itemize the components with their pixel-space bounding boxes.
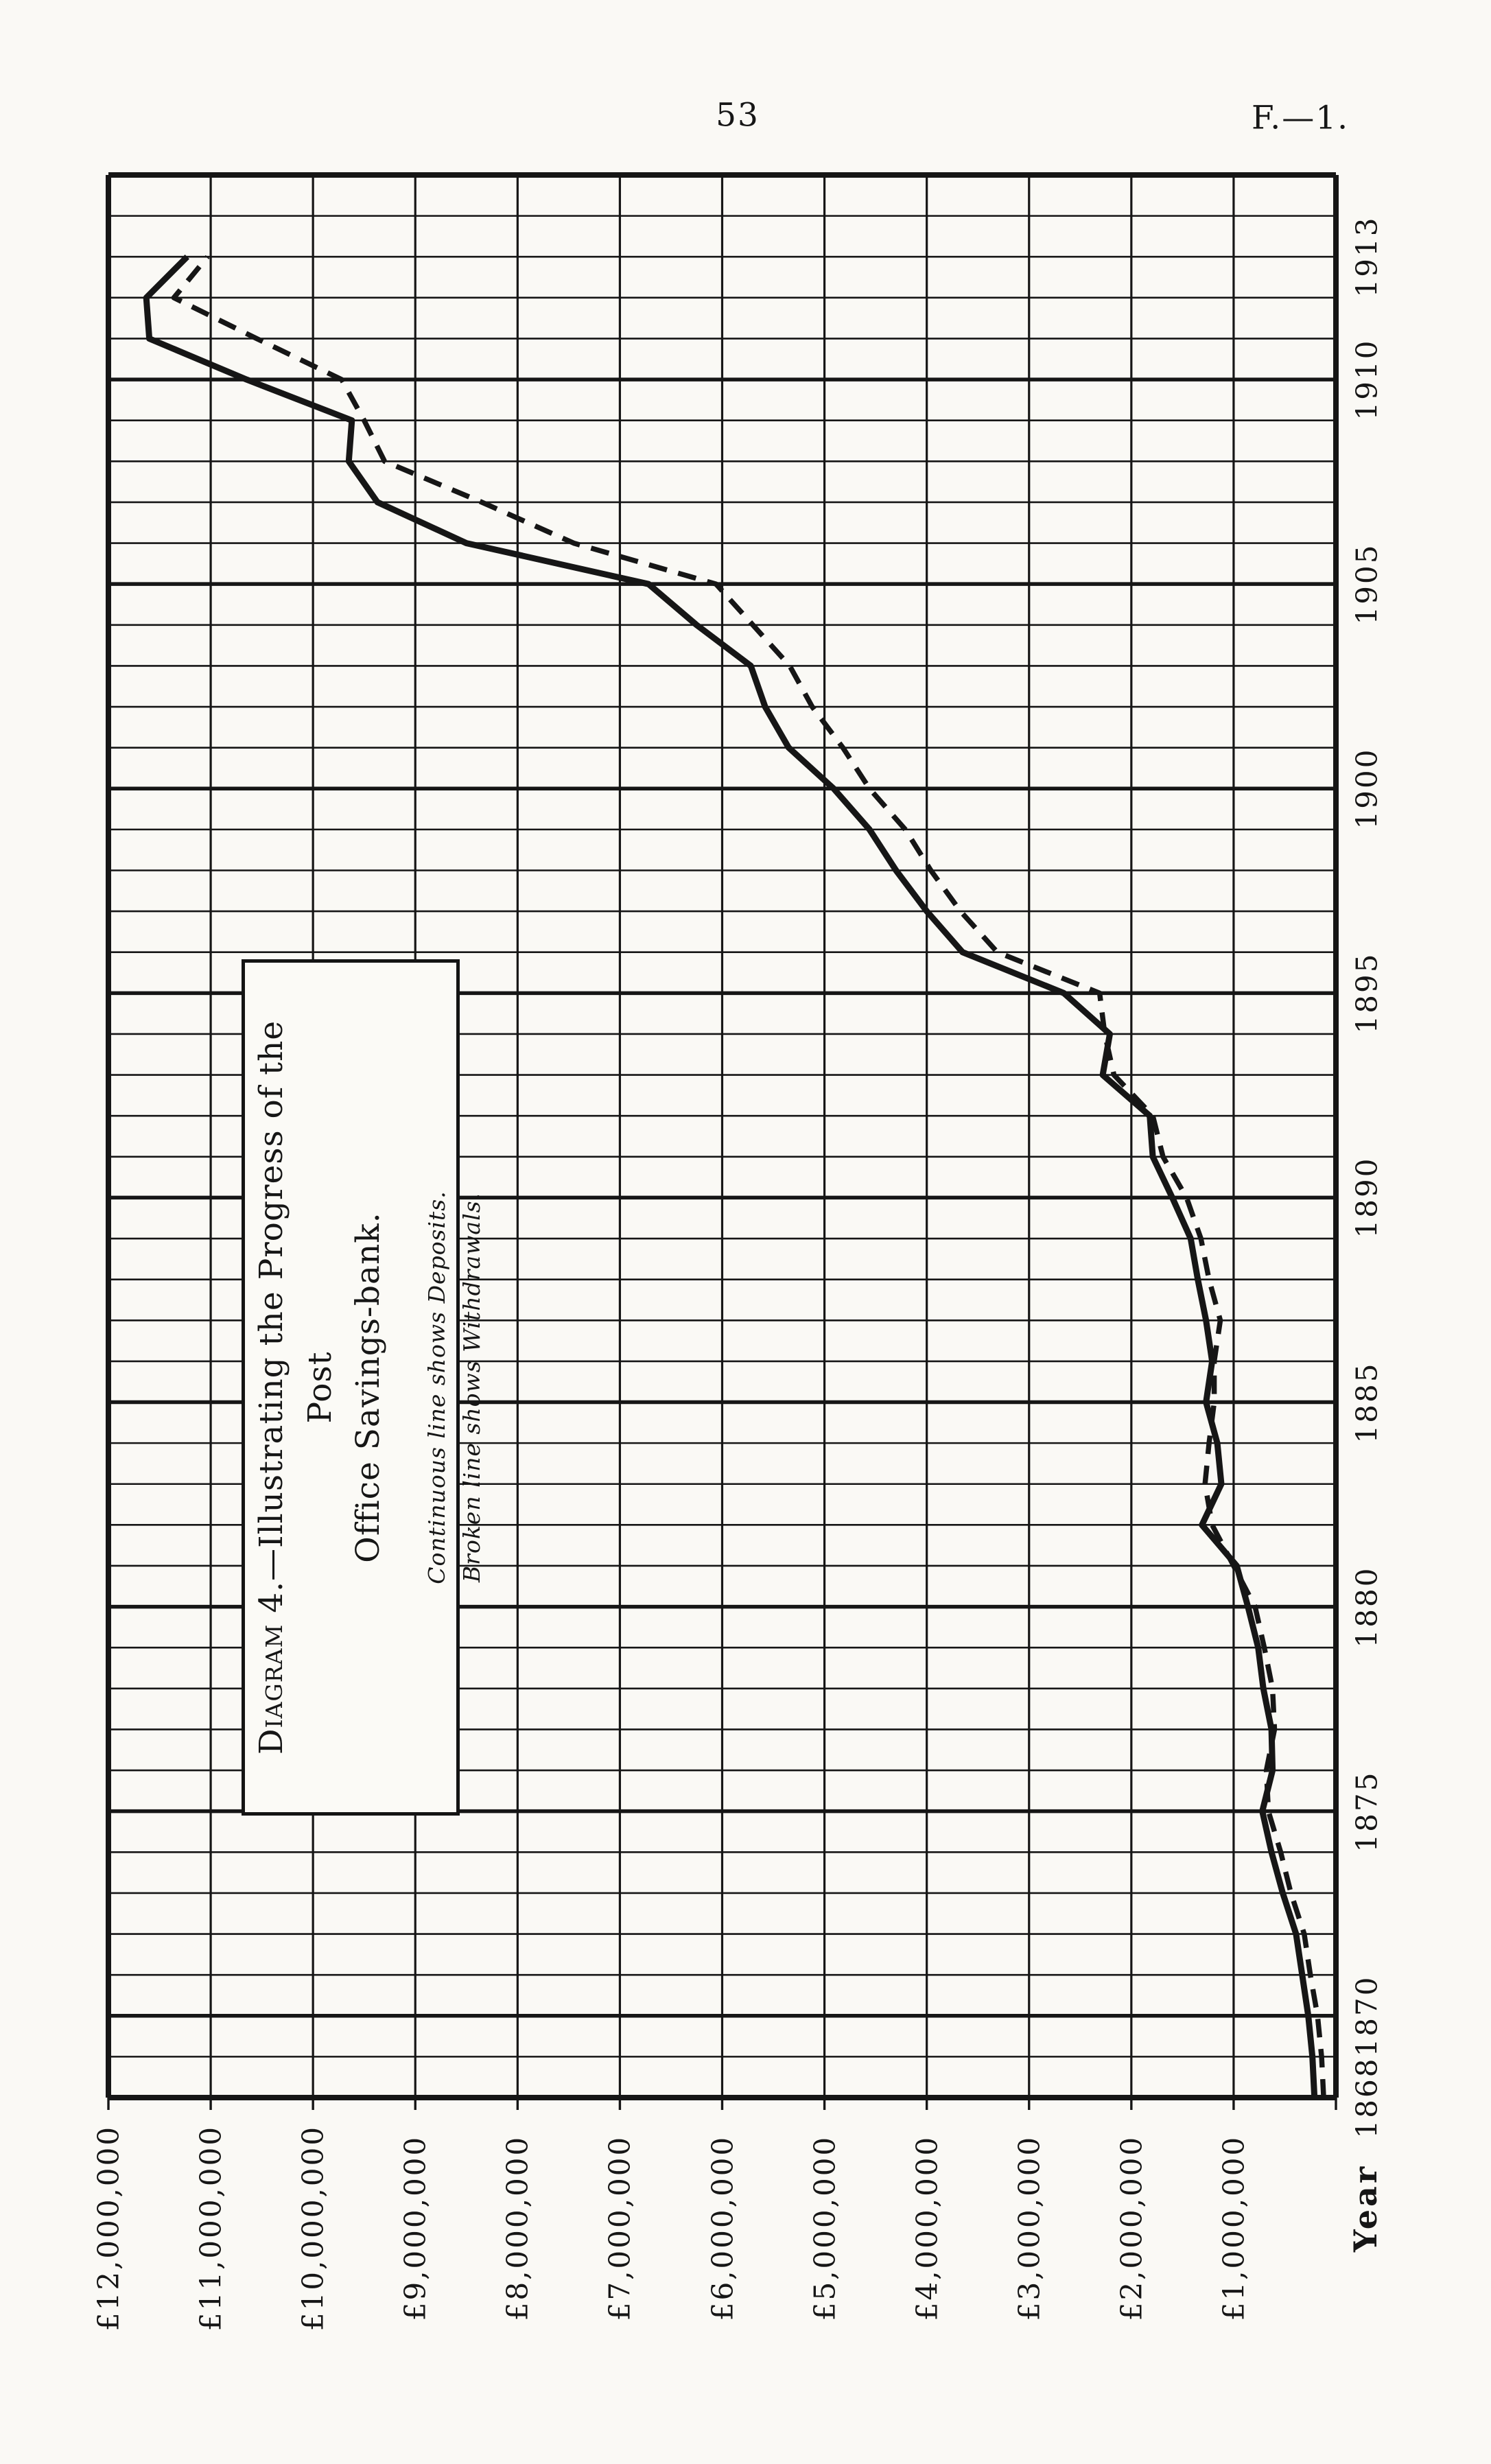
money-tick-label: £10,000,000 xyxy=(296,2124,330,2332)
money-tick-label: £5,000,000 xyxy=(808,2135,842,2321)
money-tick-label: £6,000,000 xyxy=(705,2135,739,2321)
chart-title-box: Diagram 4.—Illustrating the Progress of … xyxy=(242,959,485,1816)
legend-withdrawals-line: Broken line shows Withdrawals. xyxy=(458,1192,485,1583)
chart-title-line2: Office Savings-bank. xyxy=(349,1212,387,1563)
chart-title-diagram-word: Diagram xyxy=(253,1623,290,1755)
withdrawals-curve xyxy=(171,255,1326,2098)
money-tick-label: £3,000,000 xyxy=(1012,2135,1046,2321)
doc-reference: F.—1. xyxy=(1251,99,1350,137)
year-tick-label: 1885 xyxy=(1350,1361,1384,1443)
year-axis-caption: Year xyxy=(1347,2163,1384,2253)
year-tick-label: 1913 xyxy=(1350,215,1384,298)
legend-deposits-line: Continuous line shows Deposits. xyxy=(423,1190,450,1584)
money-tick-label: £12,000,000 xyxy=(91,2124,126,2332)
year-tick-label: 1900 xyxy=(1350,747,1384,830)
money-tick-label: £2,000,000 xyxy=(1114,2135,1149,2321)
year-tick-label: 1910 xyxy=(1350,338,1384,421)
year-tick-label: 1895 xyxy=(1350,952,1384,1034)
chart-title: Diagram 4.—Illustrating the Progress of … xyxy=(248,983,393,1792)
chart-legend: Continuous line shows Deposits. Broken l… xyxy=(419,983,489,1792)
page-number: 53 xyxy=(716,96,760,134)
year-tick-label: 1880 xyxy=(1350,1566,1384,1648)
year-tick-label: 1868 xyxy=(1350,2056,1384,2139)
year-tick-label: 1890 xyxy=(1350,1156,1384,1239)
money-tick-label: £8,000,000 xyxy=(500,2135,535,2321)
money-tick-label: £7,000,000 xyxy=(602,2135,637,2321)
chart-title-line1: 4.—Illustrating the Progress of the Post xyxy=(253,1020,339,1624)
year-tick-label: 1875 xyxy=(1350,1770,1384,1853)
money-tick-label: £4,000,000 xyxy=(910,2135,944,2321)
money-tick-label: £1,000,000 xyxy=(1217,2135,1251,2321)
money-tick-label: £11,000,000 xyxy=(193,2124,228,2332)
year-tick-label: 1905 xyxy=(1350,543,1384,625)
chart-title-box-inner: Diagram 4.—Illustrating the Progress of … xyxy=(248,983,485,1792)
year-tick-label: 1870 xyxy=(1350,1975,1384,2057)
money-tick-label: £9,000,000 xyxy=(398,2135,432,2321)
